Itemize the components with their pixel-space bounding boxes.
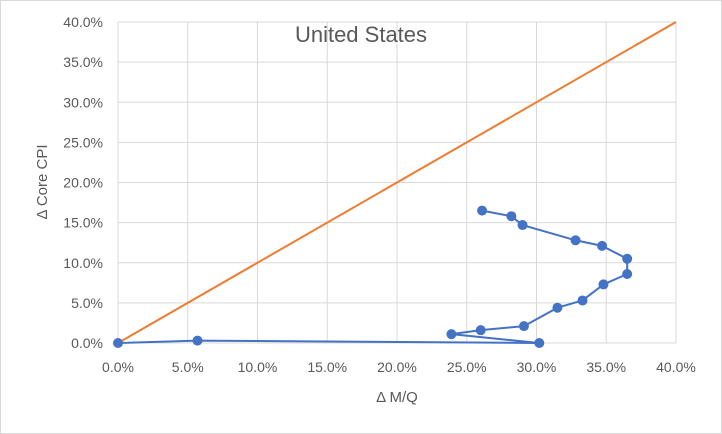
x-tick-label: 35.0%: [586, 359, 626, 375]
x-tick-label: 30.0%: [517, 359, 557, 375]
y-tick-label: 20.0%: [63, 175, 103, 191]
chart-title: United States: [295, 22, 427, 47]
data-point: [113, 338, 123, 348]
x-tick-label: 20.0%: [377, 359, 417, 375]
data-point: [192, 335, 203, 346]
data-point: [622, 268, 633, 279]
series-group: [113, 21, 677, 348]
y-tick-labels: 0.0% 5.0% 10.0% 15.0% 20.0% 25.0% 30.0% 35.0% 40…: [63, 14, 103, 351]
data-point: [577, 295, 588, 306]
x-tick-label: 25.0%: [447, 359, 487, 375]
y-tick-label: 35.0%: [63, 54, 103, 70]
data-point: [475, 325, 486, 336]
y-tick-label: 5.0%: [71, 295, 103, 311]
x-tick-labels: 0.0% 5.0% 10.0% 15.0% 20.0% 25.0% 30.0% 35.0% 40…: [102, 359, 696, 375]
x-tick-label: 0.0%: [102, 359, 134, 375]
y-tick-label: 10.0%: [63, 255, 103, 271]
data-point: [597, 240, 608, 251]
series-line: [117, 209, 629, 344]
x-tick-label: 15.0%: [307, 359, 347, 375]
y-axis-title: Δ Core CPI: [34, 144, 51, 219]
y-tick-label: 0.0%: [71, 335, 103, 351]
reference-line-45-degree: [117, 21, 677, 344]
data-point: [534, 338, 545, 348]
y-tick-label: 15.0%: [63, 215, 103, 231]
data-point: [477, 205, 488, 216]
data-point: [518, 321, 529, 332]
gridlines: [117, 21, 677, 344]
x-axis-title: Δ M/Q: [376, 389, 418, 406]
y-tick-label: 30.0%: [63, 94, 103, 110]
data-point: [506, 211, 517, 222]
data-point: [446, 329, 457, 340]
data-point: [622, 253, 633, 264]
x-tick-label: 5.0%: [172, 359, 204, 375]
data-point: [517, 220, 528, 231]
x-tick-label: 40.0%: [656, 359, 696, 375]
data-point: [552, 302, 563, 313]
data-point: [598, 279, 609, 290]
x-tick-label: 10.0%: [238, 359, 278, 375]
y-tick-label: 40.0%: [63, 14, 103, 30]
data-point: [570, 235, 581, 246]
y-tick-label: 25.0%: [63, 134, 103, 150]
